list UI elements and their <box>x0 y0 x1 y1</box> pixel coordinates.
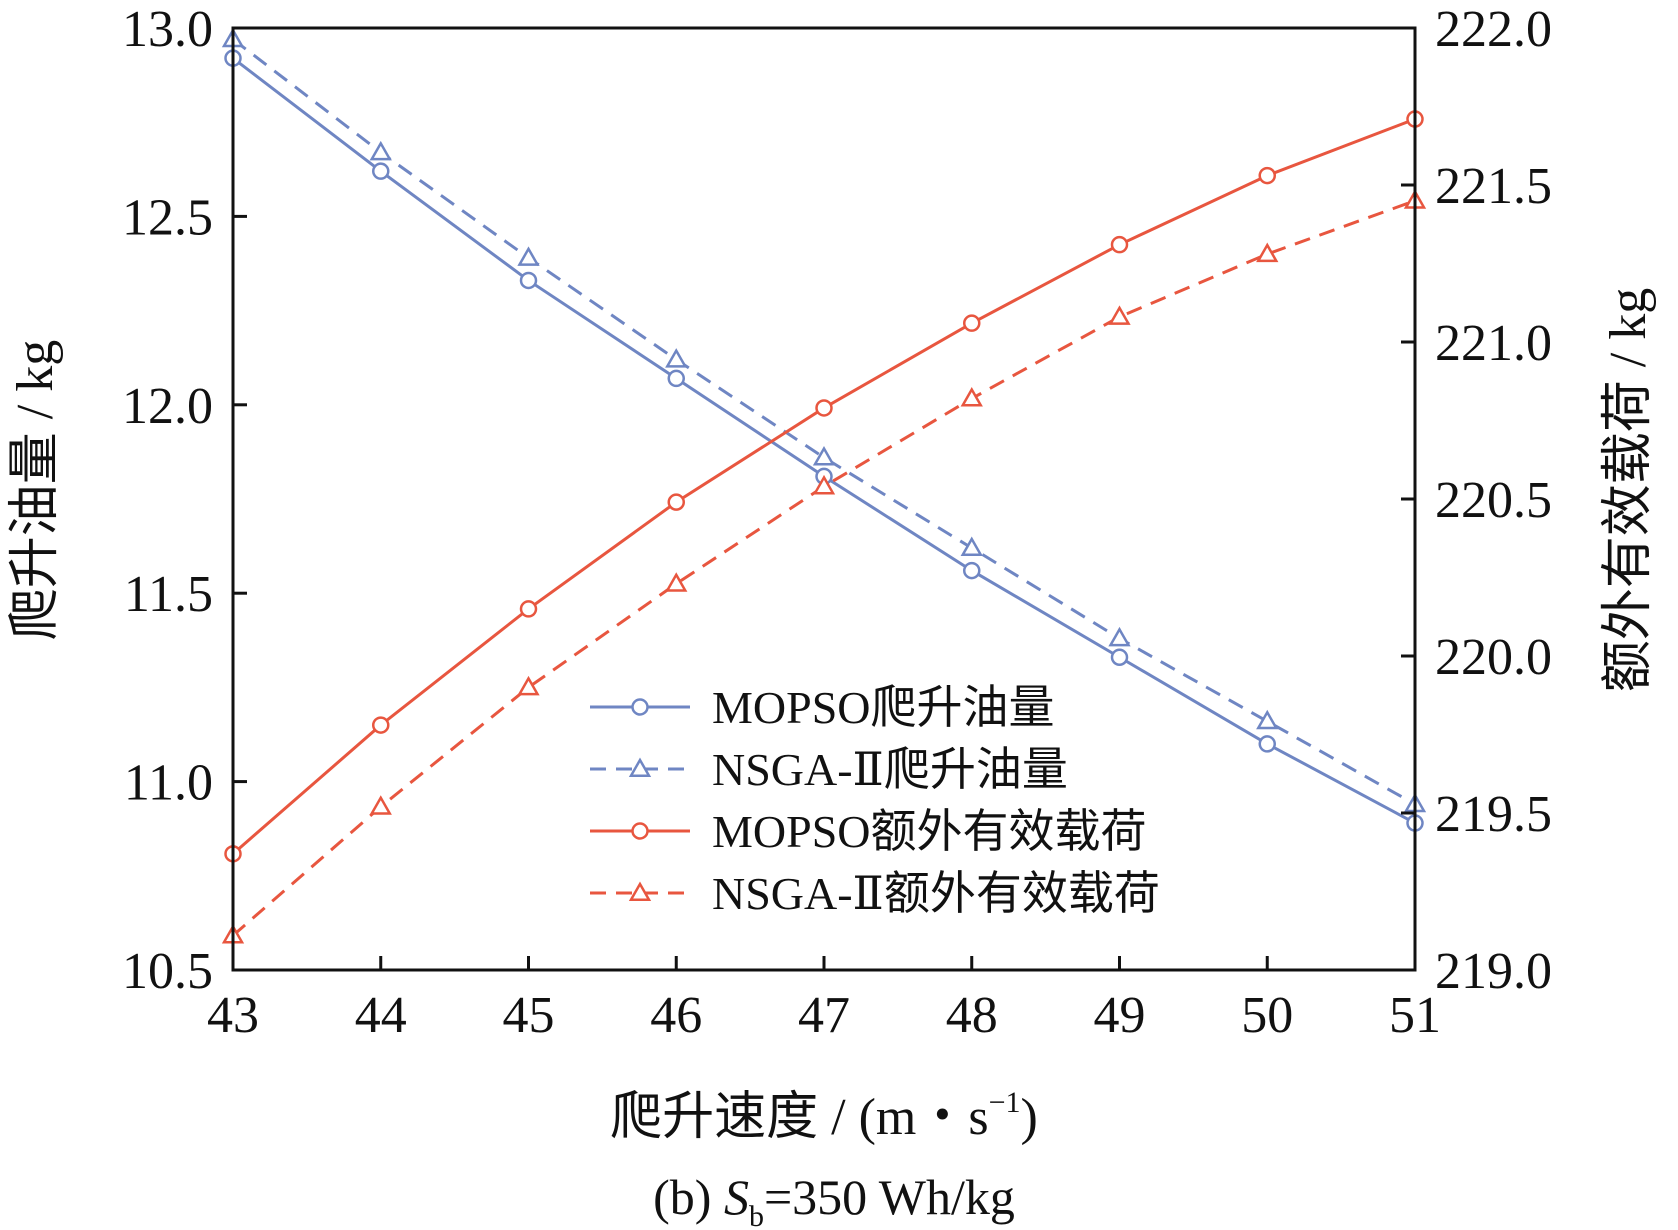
legend-label: NSGA-Ⅱ爬升油量 <box>712 744 1068 795</box>
y-left-tick-label: 13.0 <box>122 1 213 58</box>
data-point <box>519 600 538 618</box>
legend-label: MOPSO爬升油量 <box>712 682 1055 733</box>
y-right-tick-label: 220.5 <box>1435 472 1552 529</box>
data-point <box>667 493 685 511</box>
x-tick-label: 47 <box>798 987 850 1044</box>
data-point <box>1256 709 1279 730</box>
x-tick-label: 50 <box>1241 987 1293 1044</box>
legend-label: NSGA-Ⅱ额外有效载荷 <box>712 868 1160 919</box>
x-tick-label: 44 <box>355 987 407 1044</box>
data-point <box>665 572 688 592</box>
data-point <box>1256 242 1279 263</box>
data-point <box>369 140 392 161</box>
x-tick-label: 45 <box>503 987 555 1044</box>
data-point <box>519 271 538 290</box>
y-axis-left-title: 爬升油量 / kg <box>7 340 64 640</box>
caption-variable: S <box>724 1169 749 1225</box>
y-left-tick-label: 11.5 <box>124 566 213 623</box>
series-group <box>221 27 1427 944</box>
series-4 <box>221 189 1427 944</box>
series-line <box>232 38 1416 806</box>
data-point <box>517 246 540 266</box>
caption-subscript: b <box>749 1200 764 1230</box>
data-point <box>815 399 833 417</box>
x-tick-label: 48 <box>946 987 998 1044</box>
y-right-tick-label: 219.0 <box>1435 943 1552 1000</box>
data-point <box>963 561 981 580</box>
x-tick-label: 46 <box>650 987 702 1044</box>
data-point <box>372 162 390 180</box>
legend-marker <box>631 822 649 840</box>
data-point <box>963 314 981 332</box>
x-axis-title-close: ) <box>1021 1089 1038 1146</box>
data-point <box>667 369 685 388</box>
y-right-tick-label: 221.5 <box>1435 158 1552 215</box>
caption-suffix: =350 Wh/kg <box>764 1169 1015 1225</box>
y-left-tick-label: 11.0 <box>124 755 213 812</box>
caption-prefix: (b) <box>653 1169 724 1225</box>
y-right-tick-label: 220.0 <box>1435 629 1552 686</box>
data-point <box>812 446 836 466</box>
figure-caption: (b) Sb=350 Wh/kg <box>653 1169 1015 1230</box>
x-axis-title-main: 爬升速度 / (m・s <box>610 1089 988 1146</box>
data-point <box>1108 626 1131 647</box>
x-axis-title-exponent: −1 <box>989 1086 1021 1119</box>
data-point <box>1258 735 1276 753</box>
data-point <box>960 387 983 407</box>
y-right-tick-label: 219.5 <box>1435 786 1552 843</box>
y-axis-right-title: 额外有效载荷 / kg <box>1600 288 1657 692</box>
legend-marker <box>628 757 652 777</box>
data-point <box>517 675 540 696</box>
data-point <box>1258 166 1276 185</box>
tick-group: 43 44 45 46 47 48 49 50 51 10.5 11.0 11.5 12.0 12.5 13… <box>122 1 1552 1044</box>
x-tick-label: 49 <box>1094 987 1146 1044</box>
legend-marker <box>631 698 649 716</box>
data-point <box>372 716 390 734</box>
data-point <box>369 795 392 815</box>
data-point <box>1108 305 1131 325</box>
y-left-tick-label: 12.0 <box>122 378 213 435</box>
legend-label: MOPSO额外有效载荷 <box>712 806 1147 857</box>
y-right-tick-label: 221.0 <box>1435 315 1552 372</box>
data-point <box>1110 235 1129 254</box>
data-point <box>960 536 983 556</box>
legend-marker <box>628 881 652 901</box>
x-tick-label: 43 <box>207 987 259 1044</box>
data-point <box>812 474 836 495</box>
data-point <box>665 348 688 368</box>
y-left-tick-label: 10.5 <box>122 943 213 1000</box>
y-left-tick-label: 12.5 <box>122 189 213 246</box>
y-right-tick-label: 222.0 <box>1435 1 1552 58</box>
legend: MOPSO爬升油量 NSGA-Ⅱ爬升油量 MOPSO额外有效载荷 NSGA-Ⅱ额外有效… <box>590 682 1160 919</box>
data-point <box>1110 648 1129 667</box>
x-tick-label: 51 <box>1389 987 1441 1044</box>
x-axis-title: 爬升速度 / (m・s−1) <box>610 1086 1038 1146</box>
